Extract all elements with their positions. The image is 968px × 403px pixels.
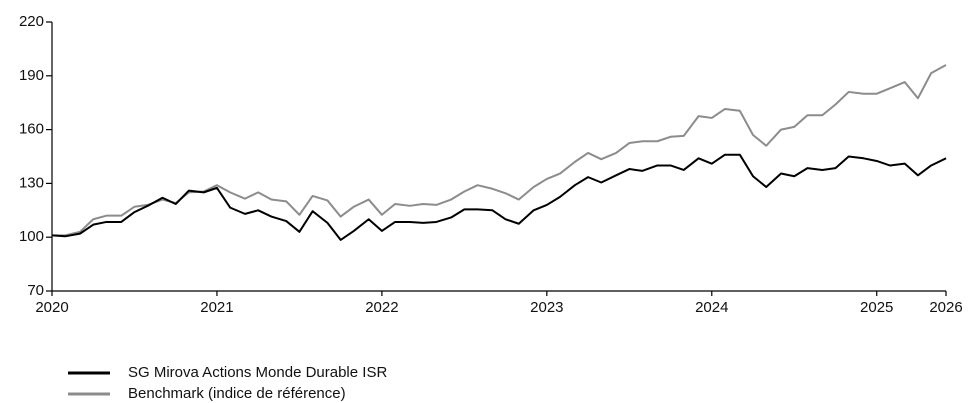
x-tick-label: 2021 xyxy=(200,299,233,316)
x-tick-label: 2026 xyxy=(929,299,962,316)
x-tick-label: 2024 xyxy=(695,299,728,316)
y-tick-label: 220 xyxy=(19,13,44,30)
x-tick-label: 2023 xyxy=(530,299,563,316)
y-tick-label: 130 xyxy=(19,174,44,191)
series-line xyxy=(51,153,947,241)
y-tick-label: 70 xyxy=(27,282,44,299)
y-tick-label: 160 xyxy=(19,121,44,138)
x-tick-label: 2025 xyxy=(860,299,893,316)
series-line xyxy=(52,64,947,237)
x-tick-label: 2022 xyxy=(365,299,398,316)
legend-label: Benchmark (indice de référence) xyxy=(128,385,346,402)
y-tick-label: 190 xyxy=(19,67,44,84)
legend-label: SG Mirova Actions Monde Durable ISR xyxy=(128,364,387,381)
y-tick-label: 100 xyxy=(19,228,44,245)
x-tick-label: 2020 xyxy=(35,299,68,316)
